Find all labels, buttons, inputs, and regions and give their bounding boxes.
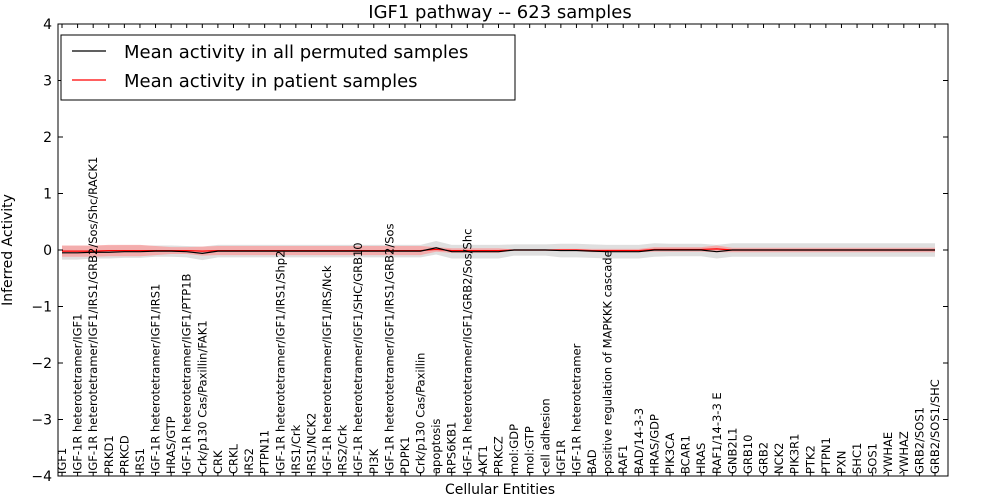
x-tick-label: IGF-1R heterotetramer/IGF1 (71, 314, 85, 474)
x-tick-label: RAF1 (616, 445, 630, 474)
x-tick-label: cell adhesion (538, 398, 552, 474)
x-tick-label: PXN (834, 451, 848, 474)
x-tick-label: SOS1 (866, 443, 880, 474)
y-tick-label: 2 (43, 130, 52, 146)
x-tick-label: PTPN1 (819, 437, 833, 474)
line-permuted (62, 247, 935, 254)
x-tick-label: IRS1 (133, 448, 147, 474)
x-tick-label: PRKD1 (102, 435, 116, 474)
x-tick-label: NCK2 (772, 443, 786, 475)
x-tick-label: HRAS/GTP (164, 416, 178, 474)
x-tick-label: IRS2 (242, 448, 256, 474)
x-tick-label: PRKCZ (492, 436, 506, 474)
x-tick-label: IGF1R (554, 440, 568, 474)
x-axis-ticks: IGF1 IGF-1R heterotetramer/IGF1 IGF-1R het… (55, 24, 942, 476)
legend: Mean activity in all permuted samples Me… (60, 34, 516, 101)
x-tick-label: AKT1 (476, 445, 490, 474)
y-tick-label: 4 (43, 17, 52, 33)
x-tick-label: IGF-1R heterotetramer (569, 343, 583, 474)
x-tick-label: RPS6KB1 (445, 422, 459, 474)
x-tick-label: PI3K (367, 448, 381, 474)
y-tick-label: 0 (43, 243, 52, 259)
x-tick-label: IGF-1R heterotetramer/IGF1/SHC/GRB10 (351, 242, 365, 474)
x-tick-label: PTK2 (803, 445, 817, 474)
x-tick-label: positive regulation of MAPKKK cascade (601, 250, 615, 474)
x-tick-label: BCAR1 (679, 435, 693, 474)
y-tick-label: −1 (31, 300, 52, 316)
x-tick-label: apoptosis (429, 419, 443, 474)
x-tick-label: GRB10 (741, 435, 755, 474)
y-axis-ticks: −4 −3 −2 −1 0 1 2 3 4 (31, 17, 948, 485)
legend-label-permuted: Mean activity in all permuted samples (124, 42, 468, 63)
x-tick-label: CRKL (226, 443, 240, 474)
chart-title: IGF1 pathway -- 623 samples (368, 2, 631, 23)
x-tick-label: PDPK1 (398, 436, 412, 474)
x-tick-label: PTPN11 (258, 430, 272, 474)
x-tick-label: PIK3CA (663, 433, 677, 474)
y-tick-label: −2 (31, 356, 52, 372)
x-tick-label: HRAS (694, 443, 708, 474)
x-tick-label: IRS1/Crk (289, 424, 303, 474)
x-tick-label: GRB2/SOS1/SHC (928, 379, 942, 474)
x-tick-label: BAD (585, 449, 599, 474)
x-tick-label: YWHAE (881, 432, 895, 475)
x-tick-label: SHC1 (850, 443, 864, 474)
x-tick-label: IGF-1R heterotetramer/IGF1/IRS1/GRB2/Sos (382, 223, 396, 474)
x-tick-label: YWHAZ (897, 431, 911, 475)
x-tick-label: IGF-1R heterotetramer/IGF1/IRS1/Shp2 (273, 251, 287, 474)
legend-box (60, 34, 516, 101)
x-tick-label: BAD/14-3-3 (632, 408, 646, 474)
y-axis-label: Inferred Activity (0, 194, 16, 306)
x-tick-label: PIK3R1 (788, 434, 802, 475)
x-tick-label: CRK (211, 450, 225, 474)
x-tick-label: IGF-1R heterotetramer/IGF1/IRS1 (149, 284, 163, 474)
y-tick-label: −4 (31, 469, 52, 485)
x-tick-label: GNB2L1 (725, 428, 739, 474)
x-tick-label: mol:GDP (507, 424, 521, 474)
x-tick-label: IGF-1R heterotetramer/IGF1/PTP1B (180, 273, 194, 474)
x-tick-label: IRS2/Crk (336, 424, 350, 474)
x-tick-label: IGF-1R heterotetramer/IGF1/IRS/Nck (320, 265, 334, 474)
y-tick-label: 3 (43, 74, 52, 90)
x-tick-label: mol:GTP (523, 426, 537, 474)
x-tick-label: IGF1 (55, 448, 69, 474)
y-tick-label: 1 (43, 187, 52, 203)
series-lines (62, 247, 935, 254)
x-tick-label: HRAS/GDP (647, 414, 661, 474)
x-tick-label: Crk/p130 Cas/Paxillin/FAK1 (195, 320, 209, 474)
x-tick-label: PRKCD (117, 435, 131, 474)
x-tick-label: IGF-1R heterotetramer/IGF1/IRS1/GRB2/Sos… (86, 157, 100, 474)
y-tick-label: −3 (31, 413, 52, 429)
x-tick-label: RAF1/14-3-3 E (710, 392, 724, 474)
x-tick-label: GRB2/SOS1 (912, 407, 926, 474)
x-axis-label: Cellular Entities (445, 482, 555, 498)
legend-label-patient: Mean activity in patient samples (124, 71, 418, 92)
x-tick-label: Crk/p130 Cas/Paxillin (414, 353, 428, 474)
x-tick-label: IGF-1R heterotetramer/IGF1/GRB2/Sos/Shc (460, 229, 474, 474)
x-tick-label: GRB2 (757, 442, 771, 474)
x-tick-label: IRS1/NCK2 (304, 413, 318, 474)
